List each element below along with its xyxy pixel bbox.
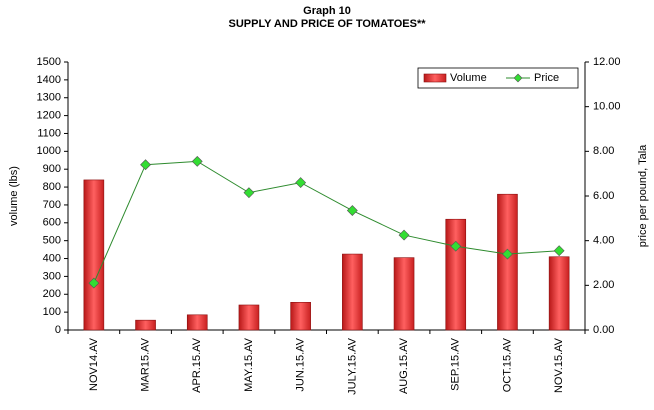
y2-tick-label: 6.00 [593,190,614,202]
x-tick-label: SEP.15.AV [450,337,462,390]
y2-tick-label: 8.00 [593,145,614,157]
legend-swatch [423,73,447,83]
bar [290,302,311,331]
y-tick-label: 400 [43,252,61,264]
bar [83,179,105,331]
price-marker [191,155,203,167]
price-marker [346,205,358,216]
price-marker [502,248,513,260]
x-tick-label: APR.15.AV [191,337,203,392]
x-tick-label: JULY.15.AV [346,337,358,395]
x-tick-label: MAR15.AV [139,337,151,391]
price-marker [398,229,410,241]
y-tick-label: 1200 [37,110,61,122]
y-tick-label: 800 [43,181,61,193]
bar [238,304,260,331]
y-tick-label: 100 [43,306,61,318]
y2-tick-label: 12.00 [593,56,621,68]
y2-tick-label: 10.00 [593,101,621,113]
price-marker [553,245,565,257]
x-tick-label: MAY.15.AV [243,337,255,391]
x-tick-label: AUG.15.AV [398,337,410,394]
y-tick-label: 300 [43,270,61,282]
bar [445,218,467,331]
x-tick-label: JUN.15.AV [295,337,307,391]
y2-tick-label: 4.00 [593,235,614,247]
x-tick-label: NOV14.AV [88,337,100,391]
y-tick-label: 0 [55,324,61,336]
bar [186,314,208,331]
price-marker [243,187,255,199]
chart-title: Graph 10 [303,5,351,17]
price-line [93,160,560,284]
bar [135,319,156,331]
bar [497,193,518,331]
y-tick-label: 1500 [37,56,61,68]
y-tick-label: 1300 [37,92,61,104]
y2-axis-label: price per pound, Tala [637,144,649,247]
price-marker [295,177,307,189]
price-marker [450,240,462,252]
y-tick-label: 600 [43,217,61,229]
y2-tick-label: 0.00 [593,324,614,336]
legend-label: Volume [450,72,487,84]
y-axis-label: volume (lbs) [8,166,20,226]
bar [393,257,415,331]
y-tick-label: 500 [43,235,61,247]
bar [548,256,570,331]
y-tick-label: 1400 [37,74,61,86]
bar [342,253,363,331]
y-tick-label: 900 [43,163,61,175]
y-tick-label: 200 [43,288,61,300]
x-tick-label: OCT.15.AV [501,337,513,392]
x-tick-label: NOV.15.AV [553,337,565,393]
legend-marker [513,73,523,83]
y-tick-label: 1000 [37,145,61,157]
legend-box [417,67,579,89]
y2-tick-label: 2.00 [593,279,614,291]
price-marker [140,159,151,171]
y-tick-label: 700 [43,199,61,211]
y-tick-label: 1100 [37,127,61,139]
price-marker [88,277,100,289]
chart-subtitle: SUPPLY AND PRICE OF TOMATOES** [228,18,426,30]
legend-label: Price [534,72,559,84]
